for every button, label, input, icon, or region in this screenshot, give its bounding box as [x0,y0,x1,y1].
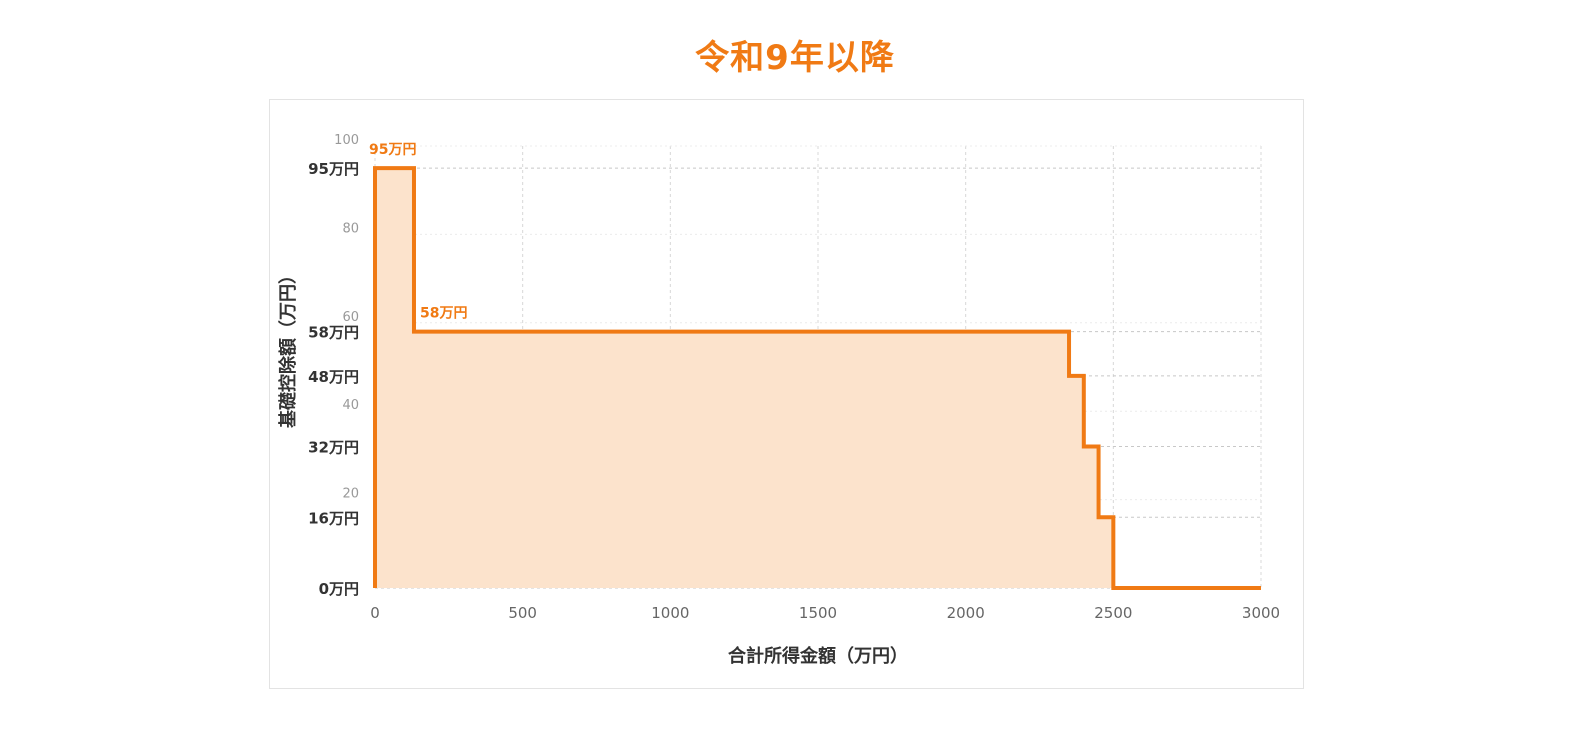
data-label: 95万円 [369,142,416,158]
y-tick-label-minor: 20 [342,487,359,502]
y-tick-label-major: 32万円 [308,439,359,457]
x-tick-label: 2000 [947,604,985,622]
y-tick-label-minor: 40 [342,398,359,413]
data-label: 58万円 [420,306,467,322]
tick-layer: 0 500 1000 1500 2000 2500 3000 20 40 60 80 100 95万円 5… [308,133,1280,622]
x-tick-label: 2500 [1094,604,1132,622]
y-tick-label-major: 0万円 [319,580,359,598]
x-tick-label: 1000 [651,604,689,622]
y-tick-label-major: 16万円 [308,509,359,527]
y-tick-label-major: 48万円 [308,368,359,386]
x-tick-label: 0 [370,604,380,622]
page-title: 令和9年以降 [695,38,895,78]
x-tick-label: 3000 [1242,604,1280,622]
y-tick-label-major: 95万円 [308,160,359,178]
x-tick-label: 1500 [799,604,837,622]
y-tick-label-minor: 80 [342,221,359,236]
deduction-step-chart: 0 500 1000 1500 2000 2500 3000 20 40 60 80 100 95万円 5… [277,133,1280,667]
area-layer [373,166,1261,590]
y-axis-title: 基礎控除額（万円） [277,266,299,429]
series-area-fill [375,168,1261,588]
label-layer: 95万円 58万円 [369,142,467,322]
series-line [373,166,1261,590]
x-axis-title: 合計所得金額（万円） [728,645,908,667]
x-tick-label: 500 [508,604,537,622]
y-tick-label-minor: 60 [342,310,359,325]
y-tick-label-minor: 100 [334,133,359,148]
y-tick-label-major: 58万円 [308,324,359,342]
chart-panel: 0 500 1000 1500 2000 2500 3000 20 40 60 80 100 95万円 5… [269,99,1304,689]
